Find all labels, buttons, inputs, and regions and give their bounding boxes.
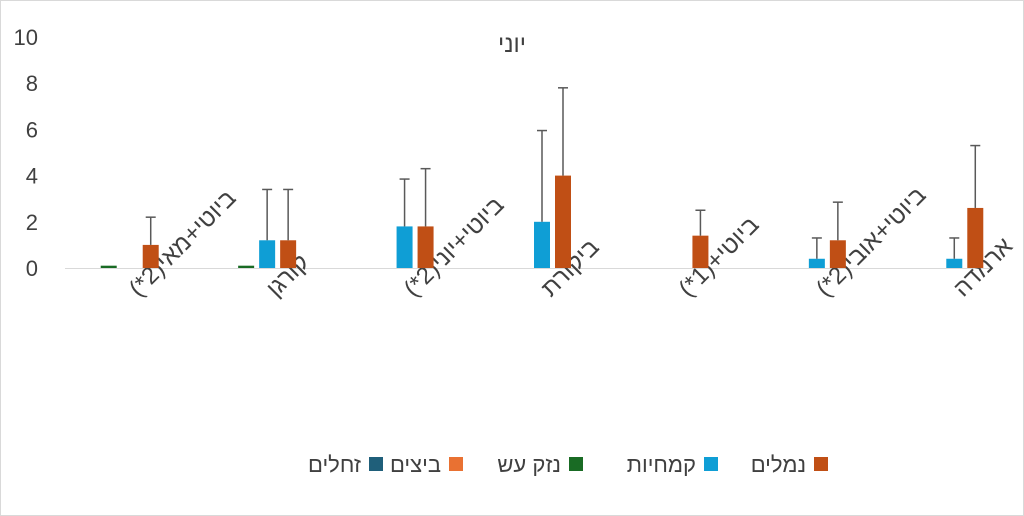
y-axis: 0 2 4 6 8 10	[14, 25, 38, 281]
legend-label: קמחיות	[627, 452, 696, 477]
bar	[967, 207, 984, 268]
legend-label: זחלים	[308, 452, 361, 477]
bars	[100, 175, 984, 268]
legend-label: ביצים	[390, 452, 441, 477]
x-tick-label: ביוטי+אובי(2*)	[811, 182, 931, 302]
y-tick-label: 4	[26, 164, 38, 189]
y-tick-label: 10	[14, 25, 38, 50]
bar	[946, 258, 963, 268]
bar	[417, 226, 434, 268]
legend-swatch	[704, 457, 718, 471]
x-tick-label: ביוטי+(1*)	[674, 211, 765, 302]
y-tick-label: 2	[26, 210, 38, 235]
bar	[142, 244, 159, 268]
chart-title: יוני	[498, 31, 526, 58]
legend-swatch	[369, 457, 383, 471]
legend-swatch	[449, 457, 463, 471]
legend: נמלים קמחיות נזק עש ביצים זחלים	[308, 452, 828, 477]
bar	[280, 240, 297, 268]
bar	[808, 258, 825, 268]
bar	[100, 265, 117, 268]
bar	[692, 235, 709, 268]
bar	[259, 240, 276, 268]
bar	[396, 226, 413, 268]
y-tick-label: 0	[26, 256, 38, 281]
y-tick-label: 8	[26, 71, 38, 96]
bar	[555, 175, 571, 268]
y-tick-label: 6	[26, 117, 38, 142]
x-tick-label: ביוטי+יוני(2*)	[399, 192, 510, 303]
legend-label: נזק עש	[497, 452, 561, 477]
legend-swatch	[814, 457, 828, 471]
x-tick-label: ביוטי+מאי(2*)	[124, 185, 242, 303]
error-bars	[145, 87, 981, 259]
bar	[534, 221, 550, 268]
legend-label: נמלים	[751, 452, 806, 477]
legend-swatch	[569, 457, 583, 471]
bar	[829, 240, 846, 268]
bar	[238, 265, 255, 268]
